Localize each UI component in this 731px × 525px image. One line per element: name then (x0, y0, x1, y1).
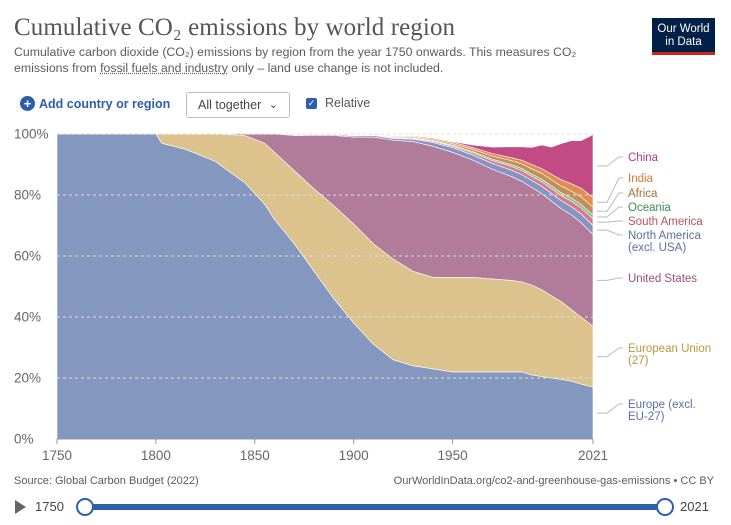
legend-leader-line (597, 206, 623, 218)
grid-lines (57, 133, 593, 379)
fossil-fuels-link[interactable]: fossil fuels and industry (100, 61, 228, 75)
timeline: 1750 2021 (0, 494, 731, 520)
legend-label: Africa (628, 188, 658, 200)
axes: 0% 20% 40% 60% 80% 100% 1750 1800 1850 1900 1950 20… (14, 127, 608, 464)
legend-label: United States (628, 273, 697, 285)
legend-leader-line (597, 156, 623, 167)
x-tick-label: 1900 (339, 448, 369, 463)
checkbox-checked-icon: ✓ (306, 97, 317, 109)
legend-label: India (628, 173, 654, 185)
timeline-start-handle[interactable] (76, 498, 94, 516)
add-country-button[interactable]: + Add country or region (20, 96, 170, 111)
add-country-label: Add country or region (39, 96, 171, 111)
y-tick-label: 100% (14, 127, 49, 142)
y-tick-label: 0% (14, 432, 34, 447)
chart-title: Cumulative CO₂ emissions by world region (14, 14, 456, 41)
chart-subtitle: Cumulative carbon dioxide (CO₂) emission… (14, 44, 614, 76)
legend-leader-line (597, 229, 623, 236)
timeline-end-year: 2021 (680, 499, 709, 514)
x-tick-label: 2021 (578, 448, 608, 463)
facet-select-value: All together (198, 98, 262, 112)
legend-label: European Union (628, 343, 711, 355)
y-tick-label: 60% (14, 249, 41, 264)
legend-label: Europe (excl. (628, 399, 696, 411)
legend-leader-line (597, 220, 623, 223)
x-tick-label: 1750 (42, 448, 72, 463)
chevron-down-icon: ⌄ (268, 99, 278, 111)
legend-label: North America (628, 230, 701, 242)
legend-leader-line (597, 277, 623, 281)
source-url[interactable]: OurWorldInData.org/co2-and-greenhouse-ga… (393, 475, 714, 487)
play-icon[interactable] (15, 500, 26, 514)
y-tick-label: 40% (14, 310, 41, 325)
y-tick-label: 20% (14, 371, 41, 386)
x-tick-label: 1800 (141, 448, 171, 463)
area-china (57, 133, 594, 199)
timeline-start-year: 1750 (35, 499, 64, 514)
owid-logo[interactable]: Our World in Data (652, 18, 715, 55)
y-tick-label: 80% (14, 188, 41, 203)
x-tick-label: 1850 (240, 448, 270, 463)
legend-label: China (628, 152, 659, 164)
area-series (56, 133, 594, 440)
facet-select[interactable]: All together ⌄ (186, 92, 290, 118)
logo-line-1: Our World (657, 23, 710, 35)
legend-leader-line (597, 192, 623, 212)
logo-line-2: in Data (665, 36, 702, 48)
subtitle-part-2: only – land use change is not included. (227, 61, 444, 75)
source-note: Source: Global Carbon Budget (2022) (14, 475, 199, 487)
legend-label: (27) (628, 355, 649, 367)
timeline-track[interactable] (84, 504, 665, 510)
plus-circle-icon: + (20, 96, 35, 111)
legend-label: EU-27) (628, 411, 665, 423)
legend-leader-line (597, 347, 623, 358)
legend-label: (excl. USA) (628, 242, 686, 254)
subtitle-part-1: Cumulative carbon dioxide (CO₂) emission… (14, 45, 577, 75)
stacked-area-chart[interactable]: 0% 20% 40% 60% 80% 100% 1750 1800 1850 1900 1950 20… (0, 122, 731, 467)
x-tick-label: 1950 (438, 448, 468, 463)
legend-leader-line (597, 177, 623, 203)
legend-label: Oceania (628, 202, 671, 214)
chart-controls: + Add country or region All together ⌄ ✓… (14, 92, 434, 120)
timeline-end-handle[interactable] (656, 498, 674, 516)
relative-label: Relative (325, 96, 371, 110)
legend-leader-line (597, 403, 623, 414)
chart-legend: China India Africa Oceania South America Nort… (597, 152, 711, 423)
legend-label: South America (628, 216, 703, 228)
relative-toggle[interactable]: ✓ Relative (306, 96, 370, 110)
